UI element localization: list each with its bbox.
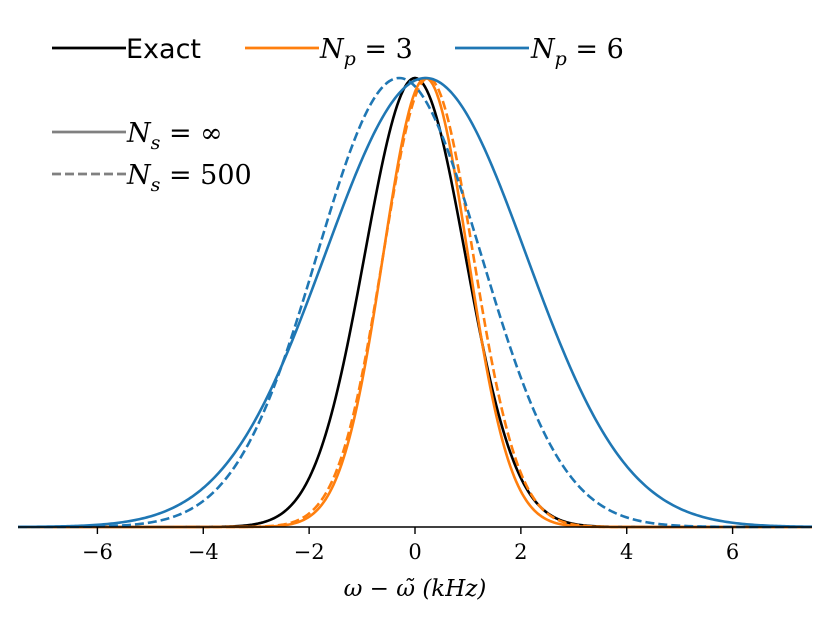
x-tick-label: −2 xyxy=(294,540,325,564)
x-tick-label: 2 xyxy=(514,540,527,564)
series-line-3 xyxy=(17,76,813,529)
x-tick-label: 0 xyxy=(408,540,421,564)
x-axis-ticks: −6 −4 −2 0 2 4 6 xyxy=(82,527,739,564)
legend-series: Exact Np = 3 Np = 6 xyxy=(52,34,624,70)
legend-label: Exact xyxy=(126,34,201,65)
x-axis-title: ω − ω̃ (kHz) xyxy=(344,576,487,602)
x-tick-label: −4 xyxy=(188,540,219,564)
legend-label: Np = 6 xyxy=(530,34,624,70)
legend-label: Ns = 500 xyxy=(126,160,252,196)
legend-line-style: Ns = ∞ Ns = 500 xyxy=(52,118,252,196)
legend-label: Ns = ∞ xyxy=(126,118,223,154)
x-tick-label: −6 xyxy=(82,540,113,564)
legend-label: Np = 3 xyxy=(319,34,413,70)
x-tick-label: 6 xyxy=(726,540,739,564)
x-tick-label: 4 xyxy=(620,540,633,564)
series-line-4 xyxy=(18,76,812,529)
